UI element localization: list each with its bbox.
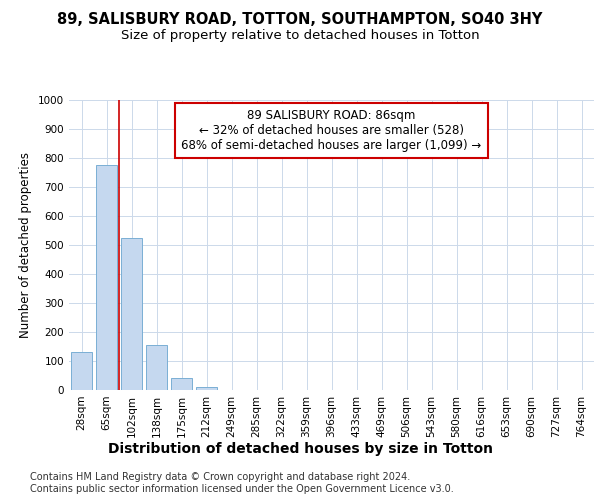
Text: Distribution of detached houses by size in Totton: Distribution of detached houses by size …: [107, 442, 493, 456]
Text: 89, SALISBURY ROAD, TOTTON, SOUTHAMPTON, SO40 3HY: 89, SALISBURY ROAD, TOTTON, SOUTHAMPTON,…: [58, 12, 542, 28]
Bar: [196, 387, 217, 390]
Text: Contains HM Land Registry data © Crown copyright and database right 2024.: Contains HM Land Registry data © Crown c…: [30, 472, 410, 482]
Bar: [146, 345, 167, 390]
Bar: [121, 238, 142, 390]
Bar: [71, 352, 92, 390]
Bar: [96, 166, 117, 390]
Text: 89 SALISBURY ROAD: 86sqm
← 32% of detached houses are smaller (528)
68% of semi-: 89 SALISBURY ROAD: 86sqm ← 32% of detach…: [181, 108, 482, 152]
Text: Size of property relative to detached houses in Totton: Size of property relative to detached ho…: [121, 30, 479, 43]
Y-axis label: Number of detached properties: Number of detached properties: [19, 152, 32, 338]
Text: Contains public sector information licensed under the Open Government Licence v3: Contains public sector information licen…: [30, 484, 454, 494]
Bar: [171, 378, 192, 390]
